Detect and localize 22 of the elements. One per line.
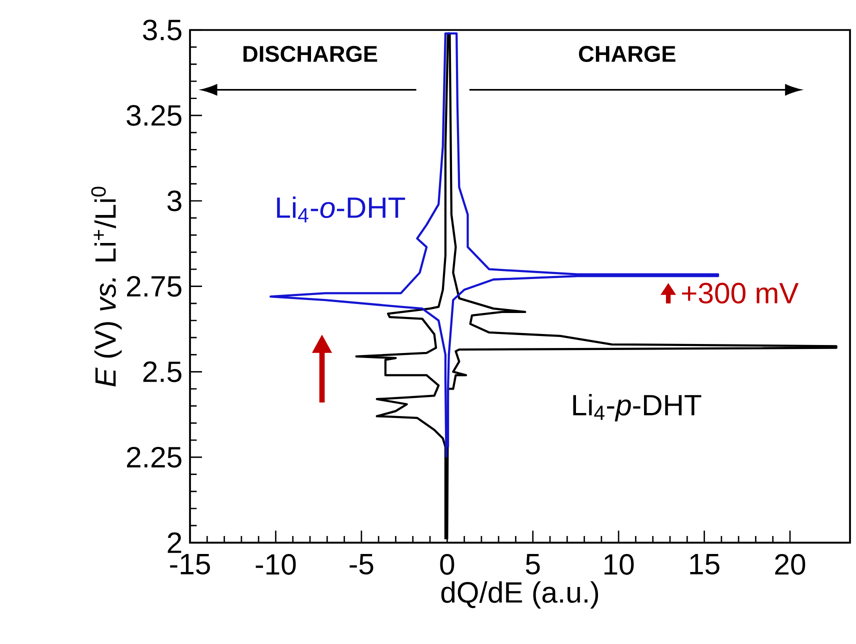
x-axis-title: dQ/dE (a.u.) (441, 581, 598, 609)
x-tick-label: 20 (775, 554, 806, 575)
y-tick-label: 3 (167, 190, 182, 212)
series-label: Li$_{4}$-o-DHT (277, 196, 406, 222)
annotation: +300 mV (682, 282, 799, 304)
y-tick-label: 2.75 (127, 276, 182, 297)
x-tick-label: 5 (526, 554, 540, 575)
x-tick-label: 15 (690, 554, 720, 575)
series-label: Li$_{4}$-p-DHT (573, 394, 702, 422)
x-tick-label: 10 (604, 554, 634, 575)
x-tick-label: -5 (350, 554, 374, 575)
y-tick-label: 2 (168, 532, 182, 553)
y-tick-label: 3.25 (126, 105, 182, 126)
y-axis-title: E (V) vs. Li$^{+}$/Li$^{0}$ (91, 186, 122, 387)
y-tick-label: 2.5 (143, 361, 182, 382)
annotation: DISCHARGE (244, 46, 378, 62)
y-tick-label: 3.5 (142, 20, 182, 40)
annotation: CHARGE (578, 46, 676, 62)
x-tick-label: -10 (256, 554, 296, 575)
y-tick-label: 2.25 (127, 446, 182, 468)
x-tick-label: -15 (170, 554, 210, 575)
x-tick-label: 0 (440, 554, 454, 575)
